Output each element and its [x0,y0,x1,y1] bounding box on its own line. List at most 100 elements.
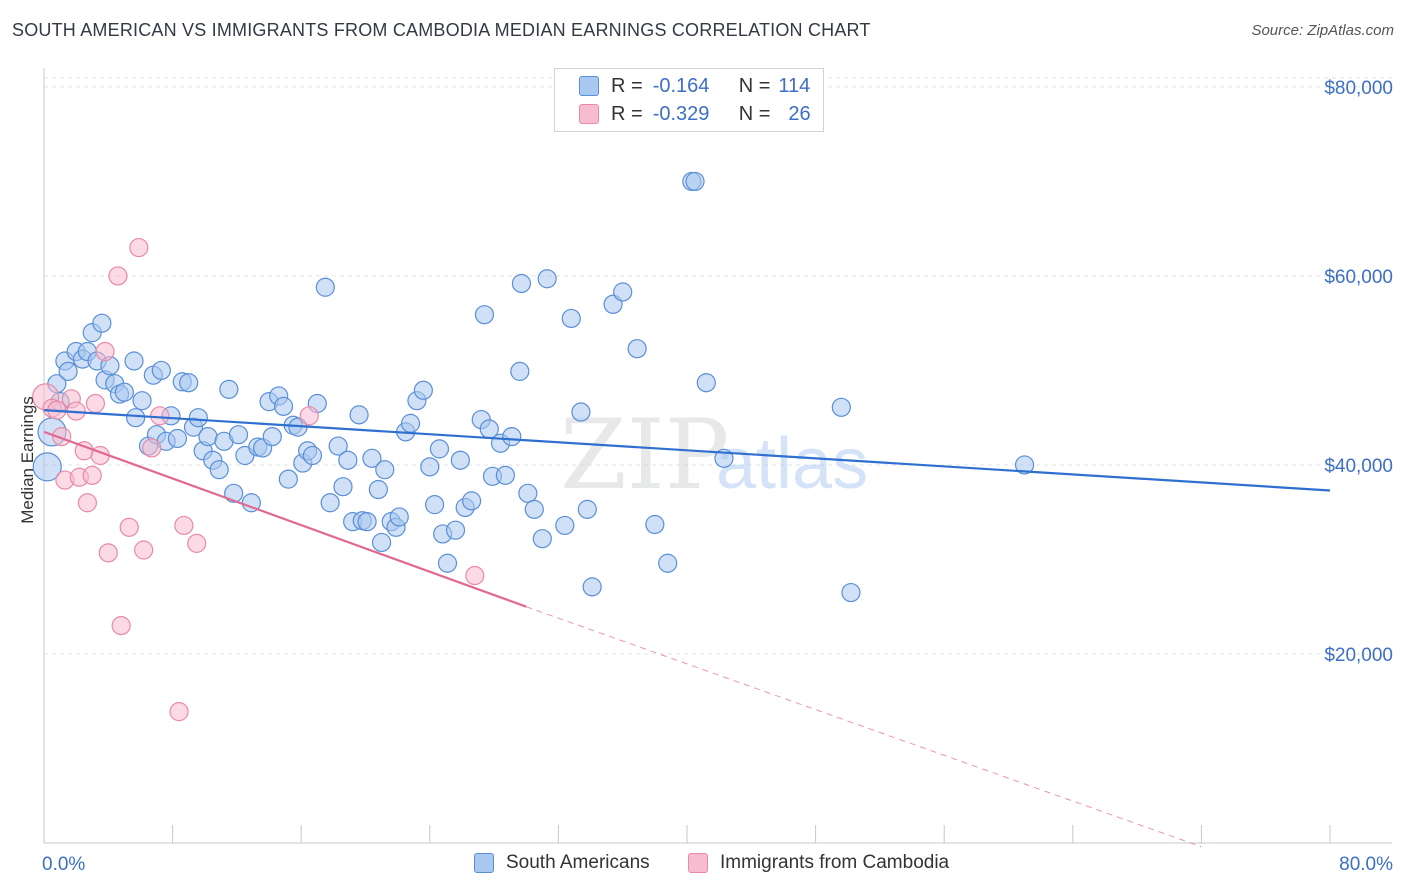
grid-lines [44,77,1392,655]
legend-label-cambodia: Immigrants from Cambodia [720,852,950,873]
legend-r-value: -0.329 [652,102,710,125]
data-point-south-americans [167,428,188,449]
data-point-south-americans [92,313,112,333]
data-point-south-americans [511,273,532,294]
data-point-south-americans [273,396,294,416]
legend-row-cambodia: R = -0.329 N = 26 [579,101,811,127]
series-south-americans [32,171,1035,603]
data-point-south-americans [831,397,851,417]
chart-source: Source: ZipAtlas.com [1251,22,1394,39]
data-point-south-americans [571,402,591,422]
y-tick-label: $60,000 [1324,267,1393,288]
legend-n-label: N = [738,74,771,97]
data-point-south-americans [413,380,433,400]
series-immigrants-from-cambodia [32,237,485,722]
data-point-cambodia [111,616,131,636]
data-point-south-americans [179,373,199,393]
legend-swatch-blue [474,853,494,873]
chart-title: SOUTH AMERICAN VS IMMIGRANTS FROM CAMBOD… [12,20,871,40]
data-point-cambodia [95,341,115,362]
data-point-south-americans [114,382,134,402]
data-point-south-americans [582,577,602,597]
data-point-south-americans [32,452,62,482]
data-point-south-americans [333,477,353,497]
data-point-south-americans [124,351,144,371]
data-point-south-americans [126,408,146,428]
data-point-south-americans [561,308,581,329]
data-point-south-americans [841,582,861,603]
data-point-south-americans [338,450,358,470]
data-point-south-americans [613,282,633,302]
data-point-south-americans [151,360,171,381]
legend-n-label: N = [738,102,771,125]
data-point-south-americans [445,520,466,540]
legend-item-cambodia: Immigrants from Cambodia [688,852,949,874]
data-point-south-americans [320,493,340,513]
y-axis-label: Median Earnings [18,396,37,524]
data-point-south-americans [262,426,282,447]
data-point-cambodia [134,540,154,560]
legend-row-south-americans: R = -0.164 N = 114 [579,73,810,99]
legend-r-label: R = [611,102,643,125]
data-point-south-americans [645,514,665,535]
data-point-cambodia [174,515,194,536]
trend-line-south-americans [43,409,1331,492]
watermark-atlas: atlas [716,424,868,504]
legend-swatch-pink [579,104,599,124]
data-point-south-americans [518,483,538,503]
trend-line-cambodia-extension [526,606,1202,848]
data-point-cambodia [85,393,106,414]
data-point-cambodia [150,406,170,426]
legend-label-south-americans: South Americans [506,852,650,873]
legend-swatch-pink [688,853,708,873]
data-point-south-americans [328,436,348,456]
x-tick-label: 80.0% [1339,854,1393,875]
data-point-cambodia [98,543,118,563]
data-point-cambodia [82,465,102,485]
data-point-south-americans [132,391,152,411]
data-point-south-americans [524,499,544,519]
data-point-south-americans [425,495,445,515]
data-point-south-americans [502,426,522,447]
data-point-cambodia [187,533,207,553]
data-point-south-americans [429,439,450,459]
data-point-cambodia [77,493,98,513]
data-point-south-americans [368,479,388,500]
data-point-south-americans [510,361,530,381]
data-point-south-americans [315,277,335,297]
legend-n-value: 114 [778,74,811,97]
legend-swatch-blue [579,76,599,96]
data-point-south-americans [437,553,458,573]
data-point-south-americans [1014,455,1035,475]
data-point-south-americans [349,405,369,425]
legend-item-south-americans: South Americans [474,852,650,874]
data-point-south-americans [555,515,575,536]
data-point-south-americans [537,269,557,289]
legend-r-label: R = [611,74,643,97]
data-point-south-americans [357,512,377,532]
data-point-south-americans [658,553,678,573]
data-point-south-americans [58,361,78,381]
data-point-south-americans [450,450,470,470]
data-point-south-americans [302,445,323,466]
data-point-south-americans [532,529,552,549]
series-legend: South Americans Immigrants from Cambodia [0,852,1406,878]
data-point-south-americans [278,469,298,489]
data-point-south-americans [685,171,705,192]
data-point-south-americans [224,483,244,503]
data-point-south-americans [198,426,218,447]
data-point-south-americans [400,413,421,433]
data-point-south-americans [495,465,515,485]
data-point-south-americans [474,305,495,325]
data-point-cambodia [108,266,128,286]
legend-n-value: 26 [788,102,811,125]
data-point-south-americans [228,425,249,445]
data-point-south-americans [188,408,208,428]
data-point-south-americans [209,460,229,480]
trend-lines [43,409,1331,848]
data-point-south-americans [461,491,482,511]
trend-line-cambodia [43,430,527,608]
data-point-south-americans [375,460,395,480]
data-point-cambodia [465,565,485,586]
